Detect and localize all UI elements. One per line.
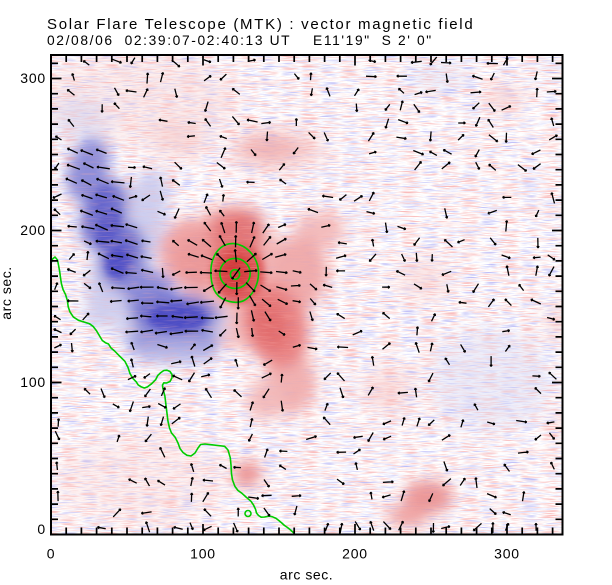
svg-text:arc sec.: arc sec. [280, 567, 333, 583]
svg-text:02/08/06 02:39:07-02:40:13 UT: 02/08/06 02:39:07-02:40:13 UT E11'19" S … [47, 33, 433, 48]
svg-text:100: 100 [190, 546, 216, 562]
svg-text:0: 0 [47, 546, 56, 562]
svg-text:200: 200 [20, 222, 46, 238]
svg-text:arc sec.: arc sec. [0, 266, 14, 319]
svg-text:300: 300 [494, 546, 520, 562]
svg-text:200: 200 [342, 546, 368, 562]
svg-text:0: 0 [37, 521, 46, 537]
svg-text:Solar Flare Telescope (MTK) :: Solar Flare Telescope (MTK) : vector mag… [47, 16, 474, 33]
svg-text:100: 100 [20, 374, 46, 390]
svg-text:300: 300 [20, 70, 46, 86]
